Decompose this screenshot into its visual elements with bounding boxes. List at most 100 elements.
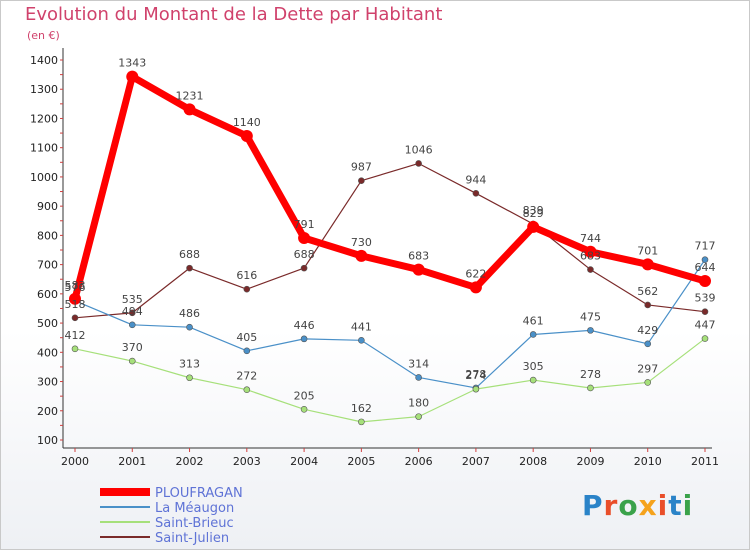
data-label: 683 — [580, 250, 601, 263]
data-label: 1343 — [118, 57, 146, 70]
data-label: 576 — [65, 281, 86, 294]
data-label: 622 — [465, 267, 486, 280]
data-label: 446 — [294, 319, 315, 332]
data-label: 791 — [294, 218, 315, 231]
data-point — [128, 309, 136, 317]
chart-unit-label: (en €) — [27, 29, 60, 42]
y-tick-label: 500 — [37, 317, 58, 330]
data-point — [527, 220, 540, 233]
x-tick-label: 2005 — [347, 455, 375, 468]
data-label: 297 — [637, 362, 658, 375]
data-point — [186, 323, 193, 331]
data-label: 717 — [695, 240, 716, 253]
y-tick-label: 600 — [37, 288, 58, 301]
data-label: 644 — [695, 261, 716, 274]
x-tick-label: 2003 — [233, 455, 261, 468]
data-label: 688 — [294, 248, 315, 261]
data-label: 583 — [65, 279, 86, 292]
data-point — [243, 285, 251, 293]
x-tick-label: 2006 — [405, 455, 433, 468]
data-point — [298, 232, 311, 245]
logo-letter: i — [682, 489, 694, 522]
data-point — [300, 335, 308, 343]
x-tick-label: 2007 — [462, 455, 490, 468]
data-point — [699, 274, 711, 287]
data-label: 313 — [179, 358, 200, 371]
data-label: 701 — [637, 244, 658, 257]
logo-letter: x — [638, 489, 658, 522]
chart-title: Evolution du Montant de la Dette par Hab… — [25, 4, 443, 25]
logo-letter: t — [668, 489, 683, 522]
data-point — [641, 258, 654, 271]
data-point — [587, 266, 594, 273]
data-point — [415, 413, 422, 420]
data-label: 535 — [122, 293, 143, 306]
data-label: 461 — [523, 314, 544, 327]
data-point — [415, 160, 422, 167]
data-label: 370 — [122, 341, 143, 354]
data-point — [243, 386, 251, 394]
data-label: 274 — [465, 369, 486, 382]
data-point — [529, 376, 537, 384]
data-label: 744 — [580, 232, 601, 245]
data-point — [126, 70, 139, 83]
logo-letter: i — [657, 489, 669, 522]
y-tick-label: 1300 — [30, 83, 58, 96]
data-label: 180 — [408, 397, 429, 410]
data-label: 314 — [408, 357, 429, 370]
data-point — [415, 374, 422, 381]
data-label: 518 — [65, 298, 86, 311]
data-label: 162 — [351, 402, 372, 415]
data-point — [69, 292, 81, 305]
data-point — [587, 384, 594, 392]
series-line-3 — [74, 162, 706, 319]
data-label: 683 — [408, 250, 429, 263]
data-label: 278 — [580, 368, 601, 381]
logo-letter: o — [618, 489, 639, 522]
y-tick-label: 1000 — [30, 171, 58, 184]
data-point — [584, 245, 597, 258]
data-point — [186, 264, 193, 272]
data-point — [243, 347, 251, 355]
y-tick-label: 800 — [37, 229, 58, 242]
x-tick-label: 2002 — [176, 455, 204, 468]
data-label: 405 — [236, 331, 257, 344]
y-tick-label: 1200 — [30, 112, 58, 125]
series-line-1 — [74, 259, 706, 389]
data-point — [358, 177, 365, 185]
legend-label: Saint-Brieuc — [155, 516, 234, 531]
data-point — [469, 281, 482, 294]
data-label: 447 — [695, 319, 716, 332]
data-point — [71, 314, 79, 322]
data-label: 562 — [637, 285, 658, 298]
y-tick-label: 900 — [37, 200, 58, 213]
y-tick-label: 1400 — [30, 54, 58, 67]
data-point — [701, 308, 709, 315]
y-tick-label: 700 — [37, 259, 58, 272]
y-tick-label: 300 — [37, 376, 58, 389]
data-label: 305 — [523, 360, 544, 373]
data-label: 205 — [294, 389, 315, 402]
data-point — [701, 335, 709, 342]
proxiti-logo: Proxiti — [582, 489, 693, 522]
data-point — [186, 374, 193, 382]
legend-label: La Méaugon — [155, 501, 234, 516]
data-point — [240, 130, 253, 142]
series-line-2 — [74, 338, 706, 423]
data-label: 829 — [523, 207, 544, 220]
data-point — [644, 379, 652, 386]
data-point — [644, 301, 652, 309]
data-point — [300, 406, 308, 413]
x-tick-label: 2004 — [290, 455, 318, 468]
data-label: 839 — [523, 204, 544, 217]
data-point — [71, 345, 79, 353]
data-label: 441 — [351, 320, 372, 333]
logo-letter: r — [603, 489, 619, 522]
x-tick-label: 2010 — [634, 455, 662, 468]
data-label: 688 — [179, 248, 200, 261]
data-point — [183, 103, 196, 116]
x-tick-label: 2000 — [61, 455, 89, 468]
data-label: 486 — [179, 307, 200, 320]
data-point — [701, 256, 709, 263]
